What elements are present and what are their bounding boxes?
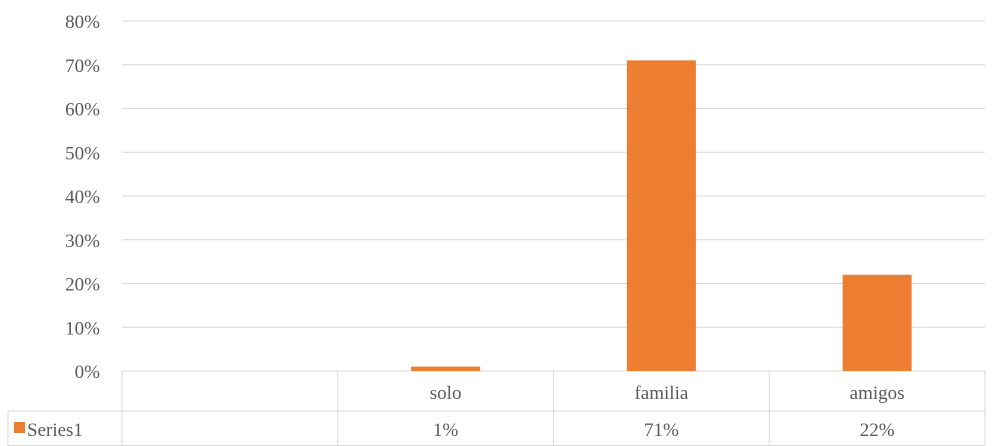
data-value-label: 71% bbox=[644, 420, 679, 441]
data-value-label: 1% bbox=[433, 420, 459, 441]
y-tick-label: 0% bbox=[75, 362, 101, 383]
y-tick-label: 10% bbox=[65, 318, 100, 339]
category-label: familia bbox=[634, 383, 688, 404]
y-tick-label: 50% bbox=[65, 143, 100, 164]
category-label: amigos bbox=[850, 383, 905, 404]
y-tick-label: 60% bbox=[65, 100, 100, 121]
data-value-label: 22% bbox=[860, 420, 895, 441]
y-tick-label: 80% bbox=[65, 12, 100, 33]
y-tick-label: 40% bbox=[65, 187, 100, 208]
y-tick-label: 30% bbox=[65, 231, 100, 252]
legend-series-name: Series1 bbox=[27, 420, 83, 441]
bar-amigos bbox=[842, 274, 912, 371]
y-axis-tick-labels: 0% 10% 20% 30% 40% 50% 60% 70% 80% bbox=[65, 12, 100, 383]
category-label: solo bbox=[430, 383, 462, 404]
data-table: solo familia amigos Series1 1% 71% 22% bbox=[7, 371, 986, 446]
bar-familia bbox=[626, 60, 696, 371]
gridlines bbox=[122, 20, 985, 372]
y-tick-label: 70% bbox=[65, 56, 100, 77]
bars bbox=[411, 60, 912, 371]
bar-solo bbox=[411, 366, 481, 371]
y-tick-label: 20% bbox=[65, 275, 100, 296]
legend-key bbox=[14, 422, 25, 433]
